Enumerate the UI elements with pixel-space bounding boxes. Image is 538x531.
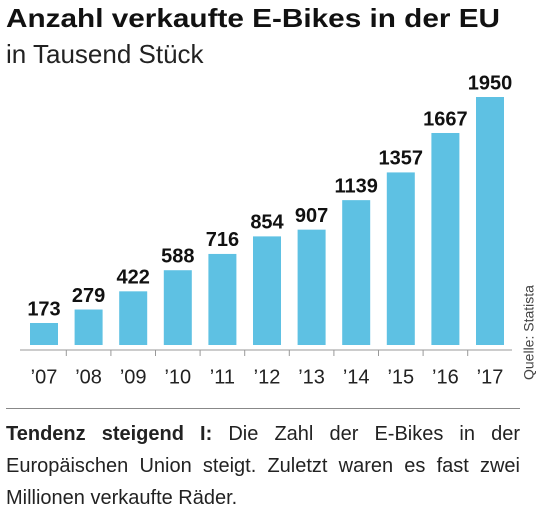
x-tick-label: ’17 bbox=[477, 366, 504, 388]
value-label: 173 bbox=[27, 298, 60, 320]
chart-title: Anzahl verkaufte E-Bikes in der EU bbox=[6, 3, 500, 33]
value-label: 1139 bbox=[335, 175, 378, 197]
value-label: 907 bbox=[295, 205, 328, 227]
x-tick-label: ’15 bbox=[387, 366, 414, 388]
note-label: Tendenz steigend I: bbox=[6, 423, 213, 445]
x-tick-label: ’14 bbox=[343, 366, 370, 388]
x-tick-label: ’12 bbox=[254, 366, 281, 388]
note-text: Die Zahl der E-Bikes in der Europäischen… bbox=[6, 423, 520, 509]
x-tick-label: ’08 bbox=[75, 366, 102, 388]
x-tick-label: ’07 bbox=[31, 366, 58, 388]
x-tick-label: ’13 bbox=[298, 366, 325, 388]
x-tick-label: ’10 bbox=[164, 366, 191, 388]
value-label: 716 bbox=[206, 229, 239, 251]
value-label: 422 bbox=[117, 267, 150, 289]
bar bbox=[163, 270, 192, 345]
x-tick-label: ’16 bbox=[432, 366, 459, 388]
bar bbox=[386, 172, 415, 345]
x-tick-label: ’11 bbox=[210, 366, 235, 388]
value-label: 854 bbox=[250, 212, 284, 234]
value-label: 588 bbox=[161, 245, 194, 267]
bar bbox=[119, 291, 148, 345]
value-label: 279 bbox=[72, 285, 105, 307]
bar bbox=[342, 200, 371, 345]
chart: Anzahl verkaufte E-Bikes in der EU in Ta… bbox=[6, 3, 537, 388]
bar bbox=[208, 253, 237, 345]
value-label: 1357 bbox=[379, 148, 424, 170]
x-tick-label: ’09 bbox=[120, 366, 147, 388]
bar bbox=[431, 132, 460, 345]
bar bbox=[297, 229, 326, 345]
bar bbox=[30, 322, 58, 345]
separator bbox=[6, 408, 520, 409]
source: Quelle: Statista bbox=[521, 285, 537, 380]
value-label: 1667 bbox=[423, 108, 468, 130]
bar bbox=[476, 97, 504, 345]
note: Tendenz steigend I: Die Zahl der E-Bikes… bbox=[6, 418, 520, 514]
bar bbox=[74, 309, 103, 345]
bar bbox=[253, 236, 281, 345]
value-label: 1950 bbox=[468, 72, 513, 94]
chart-subtitle: in Tausend Stück bbox=[6, 39, 205, 69]
